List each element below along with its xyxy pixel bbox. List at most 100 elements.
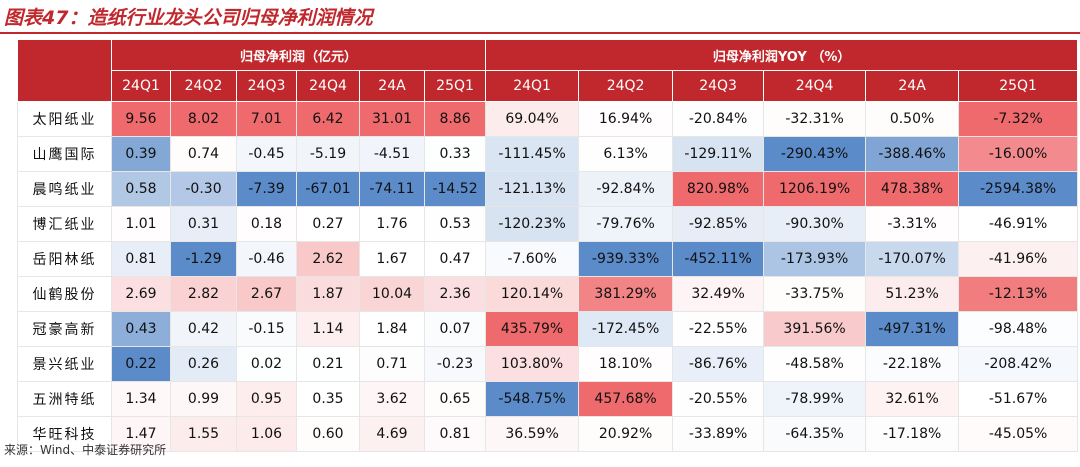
yoy-cell: 457.68% xyxy=(578,381,674,417)
yoy-cell: -7.60% xyxy=(485,241,580,277)
profit-cell: -14.52 xyxy=(423,171,487,207)
profit-cell: -1.29 xyxy=(170,241,237,277)
profit-cell: 0.81 xyxy=(423,416,487,452)
yoy-cell: 16.94% xyxy=(578,101,674,137)
profit-cell: 2.62 xyxy=(296,241,360,277)
yoy-cell: -79.76% xyxy=(578,206,674,242)
profit-cell: 0.31 xyxy=(170,206,237,242)
profit-cell: 1.67 xyxy=(359,241,425,277)
profit-cell: -5.19 xyxy=(296,136,360,172)
profit-cell: 0.58 xyxy=(111,171,171,207)
yoy-cell: -46.91% xyxy=(958,206,1079,242)
table-row: 太阳纸业 9.56 8.02 7.01 6.42 31.01 8.86 69.04% 16.94… xyxy=(17,101,1079,137)
company-name-cell: 晨鸣纸业 xyxy=(17,171,112,207)
profit-cell: 2.67 xyxy=(236,276,297,312)
yoy-cell: 478.38% xyxy=(865,171,960,207)
yoy-cell: 391.56% xyxy=(763,311,867,347)
profit-cell: 0.81 xyxy=(111,241,171,277)
profit-cell: 1.84 xyxy=(359,311,425,347)
yoy-cell: -388.46% xyxy=(865,136,960,172)
yoy-cell: -129.11% xyxy=(672,136,765,172)
yoy-cell: -173.93% xyxy=(763,241,867,277)
company-name-cell: 仙鹤股份 xyxy=(17,276,112,312)
profit-cell: 0.02 xyxy=(236,346,297,382)
yoy-cell: -3.31% xyxy=(865,206,960,242)
yoy-cell: -20.55% xyxy=(672,381,765,417)
header-corner xyxy=(17,39,112,102)
header-group-yoy: 归母净利润YOY （%） xyxy=(485,39,1079,71)
table-row: 冠豪高新 0.43 0.42 -0.15 1.14 1.84 0.07 435.79% -172… xyxy=(17,311,1079,347)
header-period: 25Q1 xyxy=(423,70,487,102)
yoy-cell: -22.55% xyxy=(672,311,765,347)
yoy-cell: 69.04% xyxy=(485,101,580,137)
table-body: 太阳纸业 9.56 8.02 7.01 6.42 31.01 8.86 69.04% 16.94… xyxy=(17,101,1079,452)
yoy-cell: 103.80% xyxy=(485,346,580,382)
header-period: 24Q4 xyxy=(296,70,360,102)
table-row: 仙鹤股份 2.69 2.82 2.67 1.87 10.04 2.36 120.14% 381.… xyxy=(17,276,1079,312)
yoy-cell: -208.42% xyxy=(958,346,1079,382)
yoy-cell: -41.96% xyxy=(958,241,1079,277)
profit-cell: 0.22 xyxy=(111,346,171,382)
yoy-cell: -497.31% xyxy=(865,311,960,347)
source-note: 来源：Wind、中泰证券研究所 xyxy=(4,443,167,457)
yoy-cell: 6.13% xyxy=(578,136,674,172)
profit-cell: -0.30 xyxy=(170,171,237,207)
profit-cell: 1.14 xyxy=(296,311,360,347)
profit-cell: 1.34 xyxy=(111,381,171,417)
yoy-cell: 32.61% xyxy=(865,381,960,417)
profit-cell: 0.39 xyxy=(111,136,171,172)
yoy-cell: -12.13% xyxy=(958,276,1079,312)
profit-cell: -74.11 xyxy=(359,171,425,207)
header-group-profit: 归母净利润（亿元） xyxy=(110,39,487,71)
yoy-cell: 18.10% xyxy=(578,346,674,382)
company-name-cell: 华旺科技 xyxy=(17,416,112,452)
yoy-cell: -32.31% xyxy=(763,101,867,137)
header-period: 24Q3 xyxy=(236,70,297,102)
yoy-cell: -16.00% xyxy=(958,136,1079,172)
header-period: 25Q1 xyxy=(958,70,1079,102)
profit-cell: 2.69 xyxy=(111,276,171,312)
profit-cell: 0.43 xyxy=(111,311,171,347)
header-period: 24A xyxy=(359,70,425,102)
profit-cell: 8.86 xyxy=(423,101,487,137)
table-row: 博汇纸业 1.01 0.31 0.18 0.27 1.76 0.53 -120.23% -79.… xyxy=(17,206,1079,242)
yoy-cell: -22.18% xyxy=(865,346,960,382)
header-period: 24Q2 xyxy=(170,70,237,102)
profit-cell: 0.47 xyxy=(423,241,487,277)
profit-cell: 0.27 xyxy=(296,206,360,242)
profit-cell: 3.62 xyxy=(359,381,425,417)
profit-cell: 1.01 xyxy=(111,206,171,242)
yoy-cell: 32.49% xyxy=(672,276,765,312)
yoy-cell: 120.14% xyxy=(485,276,580,312)
yoy-cell: -98.48% xyxy=(958,311,1079,347)
company-name-cell: 博汇纸业 xyxy=(17,206,112,242)
profit-cell: 2.82 xyxy=(170,276,237,312)
company-name-cell: 景兴纸业 xyxy=(17,346,112,382)
profit-cell: 0.07 xyxy=(423,311,487,347)
header-period: 24A xyxy=(865,70,960,102)
profit-cell: 0.95 xyxy=(236,381,297,417)
yoy-cell: -17.18% xyxy=(865,416,960,452)
profit-cell: 31.01 xyxy=(359,101,425,137)
profit-cell: 1.87 xyxy=(296,276,360,312)
profit-cell: 0.74 xyxy=(170,136,237,172)
profit-cell: 0.65 xyxy=(423,381,487,417)
header-period: 24Q1 xyxy=(111,70,171,102)
profit-cell: 6.42 xyxy=(296,101,360,137)
yoy-cell: -939.33% xyxy=(578,241,674,277)
yoy-cell: 20.92% xyxy=(578,416,674,452)
yoy-cell: -548.75% xyxy=(485,381,580,417)
yoy-cell: -452.11% xyxy=(672,241,765,277)
company-name-cell: 五洲特纸 xyxy=(17,381,112,417)
profit-cell: 0.99 xyxy=(170,381,237,417)
yoy-cell: -290.43% xyxy=(763,136,867,172)
profit-cell: 0.35 xyxy=(296,381,360,417)
profit-cell: -7.39 xyxy=(236,171,297,207)
profit-table: 归母净利润（亿元） 归母净利润YOY （%） 24Q1 24Q2 24Q3 24Q4 2… xyxy=(17,39,1079,452)
yoy-cell: -33.75% xyxy=(763,276,867,312)
yoy-cell: -170.07% xyxy=(865,241,960,277)
company-name-cell: 山鹰国际 xyxy=(17,136,112,172)
yoy-cell: 381.29% xyxy=(578,276,674,312)
yoy-cell: -86.76% xyxy=(672,346,765,382)
yoy-cell: 1206.19% xyxy=(763,171,867,207)
